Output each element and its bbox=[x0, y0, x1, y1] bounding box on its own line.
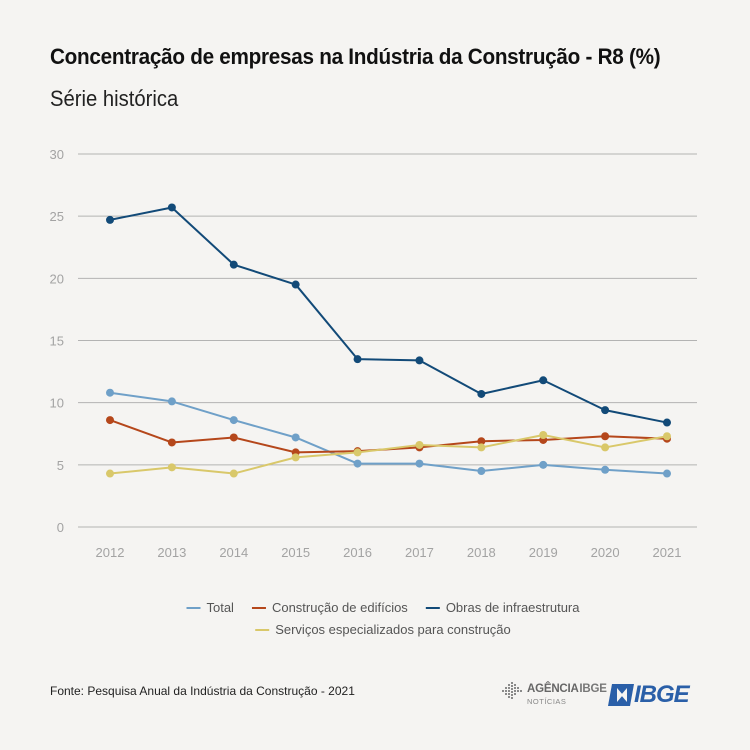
data-point bbox=[477, 467, 486, 476]
data-point bbox=[106, 416, 114, 425]
series-line bbox=[109, 419, 668, 454]
legend-item: Obras de infraestrutura bbox=[425, 600, 580, 615]
series-lines bbox=[106, 203, 671, 478]
data-point bbox=[663, 418, 671, 427]
data-point bbox=[106, 215, 114, 224]
data-point bbox=[477, 443, 486, 452]
ibge-wordmark: IBGE bbox=[634, 681, 690, 708]
source-note: Fonte: Pesquisa Anual da Indústria da Co… bbox=[50, 684, 355, 698]
data-point bbox=[601, 406, 610, 415]
data-point bbox=[167, 203, 176, 212]
data-point bbox=[291, 280, 300, 289]
data-point bbox=[601, 465, 610, 474]
y-tick-label: 10 bbox=[50, 396, 64, 411]
data-point bbox=[291, 453, 300, 462]
ibge-mark-icon bbox=[608, 684, 634, 706]
data-point bbox=[539, 460, 548, 469]
data-point bbox=[601, 432, 610, 441]
legend-label: Serviços especializados para construção bbox=[275, 622, 511, 637]
data-point bbox=[229, 433, 238, 442]
legend: Total Construção de edifícios Obras de inf… bbox=[186, 600, 580, 637]
data-point bbox=[167, 463, 176, 472]
data-point bbox=[353, 459, 362, 468]
agencia-wordmark: AGÊNCIA IBGE bbox=[527, 683, 607, 695]
x-tick-label: 2018 bbox=[467, 545, 496, 560]
legend-item: Total bbox=[186, 600, 234, 615]
data-point bbox=[477, 389, 486, 398]
data-point bbox=[106, 469, 114, 478]
data-point bbox=[353, 355, 362, 364]
series-line bbox=[109, 391, 668, 475]
series-construcao-de-edificios bbox=[106, 416, 671, 457]
data-point bbox=[539, 376, 548, 385]
y-tick-label: 30 bbox=[50, 147, 64, 162]
data-point bbox=[353, 448, 362, 457]
y-tick-label: 0 bbox=[57, 520, 64, 535]
x-tick-label: 2014 bbox=[219, 545, 248, 560]
series-obras-de-infraestrutura bbox=[106, 203, 671, 427]
agencia-ibge-logo: AGÊNCIA IBGE NOTÍCIAS bbox=[502, 680, 607, 710]
data-point bbox=[415, 440, 424, 449]
data-point bbox=[167, 438, 176, 447]
legend-item: Construção de edifícios bbox=[251, 600, 408, 615]
data-point bbox=[167, 397, 176, 406]
data-point bbox=[229, 469, 238, 478]
x-tick-label: 2015 bbox=[281, 545, 310, 560]
data-point bbox=[415, 459, 424, 468]
data-point bbox=[663, 469, 671, 478]
data-point bbox=[229, 260, 238, 269]
agencia-noticias: NOTÍCIAS bbox=[527, 697, 567, 706]
data-point bbox=[601, 443, 610, 452]
series-total bbox=[106, 388, 671, 478]
y-axis-ticks: 0 5 10 15 20 25 30 bbox=[50, 147, 64, 535]
chart-title: Concentração de empresas na Indústria da… bbox=[50, 44, 661, 69]
data-point bbox=[663, 432, 671, 441]
ibge-logo: IBGE bbox=[608, 681, 703, 709]
y-tick-label: 15 bbox=[50, 334, 64, 349]
x-tick-label: 2016 bbox=[343, 545, 372, 560]
data-point bbox=[477, 437, 486, 446]
x-tick-label: 2013 bbox=[157, 545, 186, 560]
series-line bbox=[109, 206, 668, 424]
series-line bbox=[109, 433, 668, 475]
y-tick-label: 20 bbox=[50, 271, 64, 286]
chart-subtitle: Série histórica bbox=[50, 86, 179, 111]
x-tick-label: 2020 bbox=[591, 545, 620, 560]
x-tick-label: 2017 bbox=[405, 545, 434, 560]
legend-label: Total bbox=[206, 600, 234, 615]
y-tick-label: 25 bbox=[50, 209, 64, 224]
x-axis-ticks: 2012 2013 2014 2015 2016 2017 2018 2019 2020 2021 bbox=[96, 545, 682, 560]
x-tick-label: 2021 bbox=[653, 545, 682, 560]
legend-label: Construção de edifícios bbox=[272, 600, 408, 615]
data-point bbox=[539, 430, 548, 439]
series-servicos-especializados-para-construcao bbox=[106, 430, 671, 478]
legend-label: Obras de infraestrutura bbox=[446, 600, 580, 615]
x-tick-label: 2019 bbox=[529, 545, 558, 560]
legend-item: Serviços especializados para construção bbox=[255, 622, 511, 637]
data-point bbox=[106, 388, 114, 397]
data-point bbox=[291, 433, 300, 442]
y-tick-label: 5 bbox=[57, 458, 64, 473]
agencia-grid-icon bbox=[502, 682, 522, 699]
data-point bbox=[229, 416, 238, 425]
x-tick-label: 2012 bbox=[96, 545, 125, 560]
data-point bbox=[415, 356, 424, 365]
